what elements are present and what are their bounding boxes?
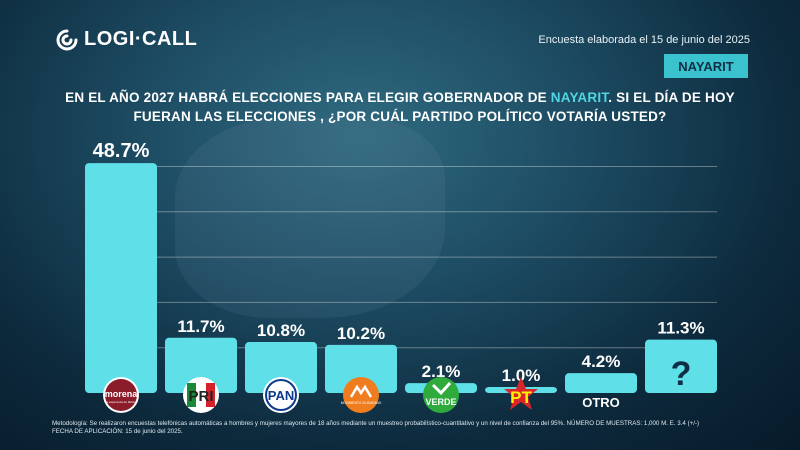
otro-label: OTRO xyxy=(582,395,620,410)
footer-line1: Metodología: Se realizaron encuestas tel… xyxy=(52,420,700,427)
question-line1-b: . SI EL DÍA DE HOY xyxy=(608,90,735,105)
morena-logo-inner xyxy=(105,379,137,411)
value-label: 1.0% xyxy=(502,366,541,385)
bar-unknown xyxy=(645,339,717,393)
value-label: 10.8% xyxy=(257,321,305,340)
survey-date: Encuesta elaborada el 15 de junio del 20… xyxy=(538,34,750,46)
bar-mc xyxy=(325,344,397,393)
question-highlight: NAYARIT xyxy=(550,90,609,105)
value-label: 11.3% xyxy=(657,319,704,338)
bar-otro xyxy=(565,373,637,393)
morena-logo-text: morena xyxy=(105,389,139,399)
pt-logo xyxy=(504,377,538,410)
value-label: 11.7% xyxy=(177,317,224,336)
pt-logo-text: PT xyxy=(510,388,532,407)
mc-eagle xyxy=(349,384,373,398)
pan-logo xyxy=(263,377,299,413)
methodology-footer: Metodología: Se realizaron encuestas tel… xyxy=(52,420,752,436)
footer-line2: FECHA DE APLICACIÓN: 15 de junio del 202… xyxy=(52,428,183,435)
value-label: 2.1% xyxy=(422,362,461,381)
pan-ring xyxy=(265,379,297,411)
bar-pri xyxy=(165,337,237,393)
mc-logo-text: MOVIMIENTO CIUDADANO xyxy=(341,401,382,405)
question-mark: ? xyxy=(671,355,692,393)
question: EN EL AÑO 2027 HABRÁ ELECCIONES PARA ELE… xyxy=(30,88,770,126)
value-label: 10.2% xyxy=(337,324,385,343)
bar-morena xyxy=(85,163,157,393)
morena-logo-subtext: La esperanza de México xyxy=(105,400,138,404)
question-line1-a: EN EL AÑO 2027 HABRÁ ELECCIONES PARA ELE… xyxy=(65,90,551,105)
pri-red xyxy=(206,383,215,407)
logo-text: LOGI·CALL xyxy=(84,28,198,50)
logo: LOGI·CALL xyxy=(56,28,197,51)
question-line2: FUERAN LAS ELECCIONES , ¿POR CUÁL PARTID… xyxy=(133,109,667,124)
pri-green xyxy=(187,383,196,407)
pri-logo-text: PRI xyxy=(188,388,213,405)
flag-background xyxy=(175,118,445,318)
logo-icon xyxy=(56,29,78,50)
state-badge: NAYARIT xyxy=(664,54,748,78)
verde-logo-text: VERDE xyxy=(425,397,456,407)
verde-check xyxy=(431,381,452,396)
value-label: 4.2% xyxy=(582,352,621,371)
value-label: 48.7% xyxy=(93,140,150,162)
bar-pan xyxy=(245,342,317,393)
pan-logo-text: PAN xyxy=(268,388,294,403)
